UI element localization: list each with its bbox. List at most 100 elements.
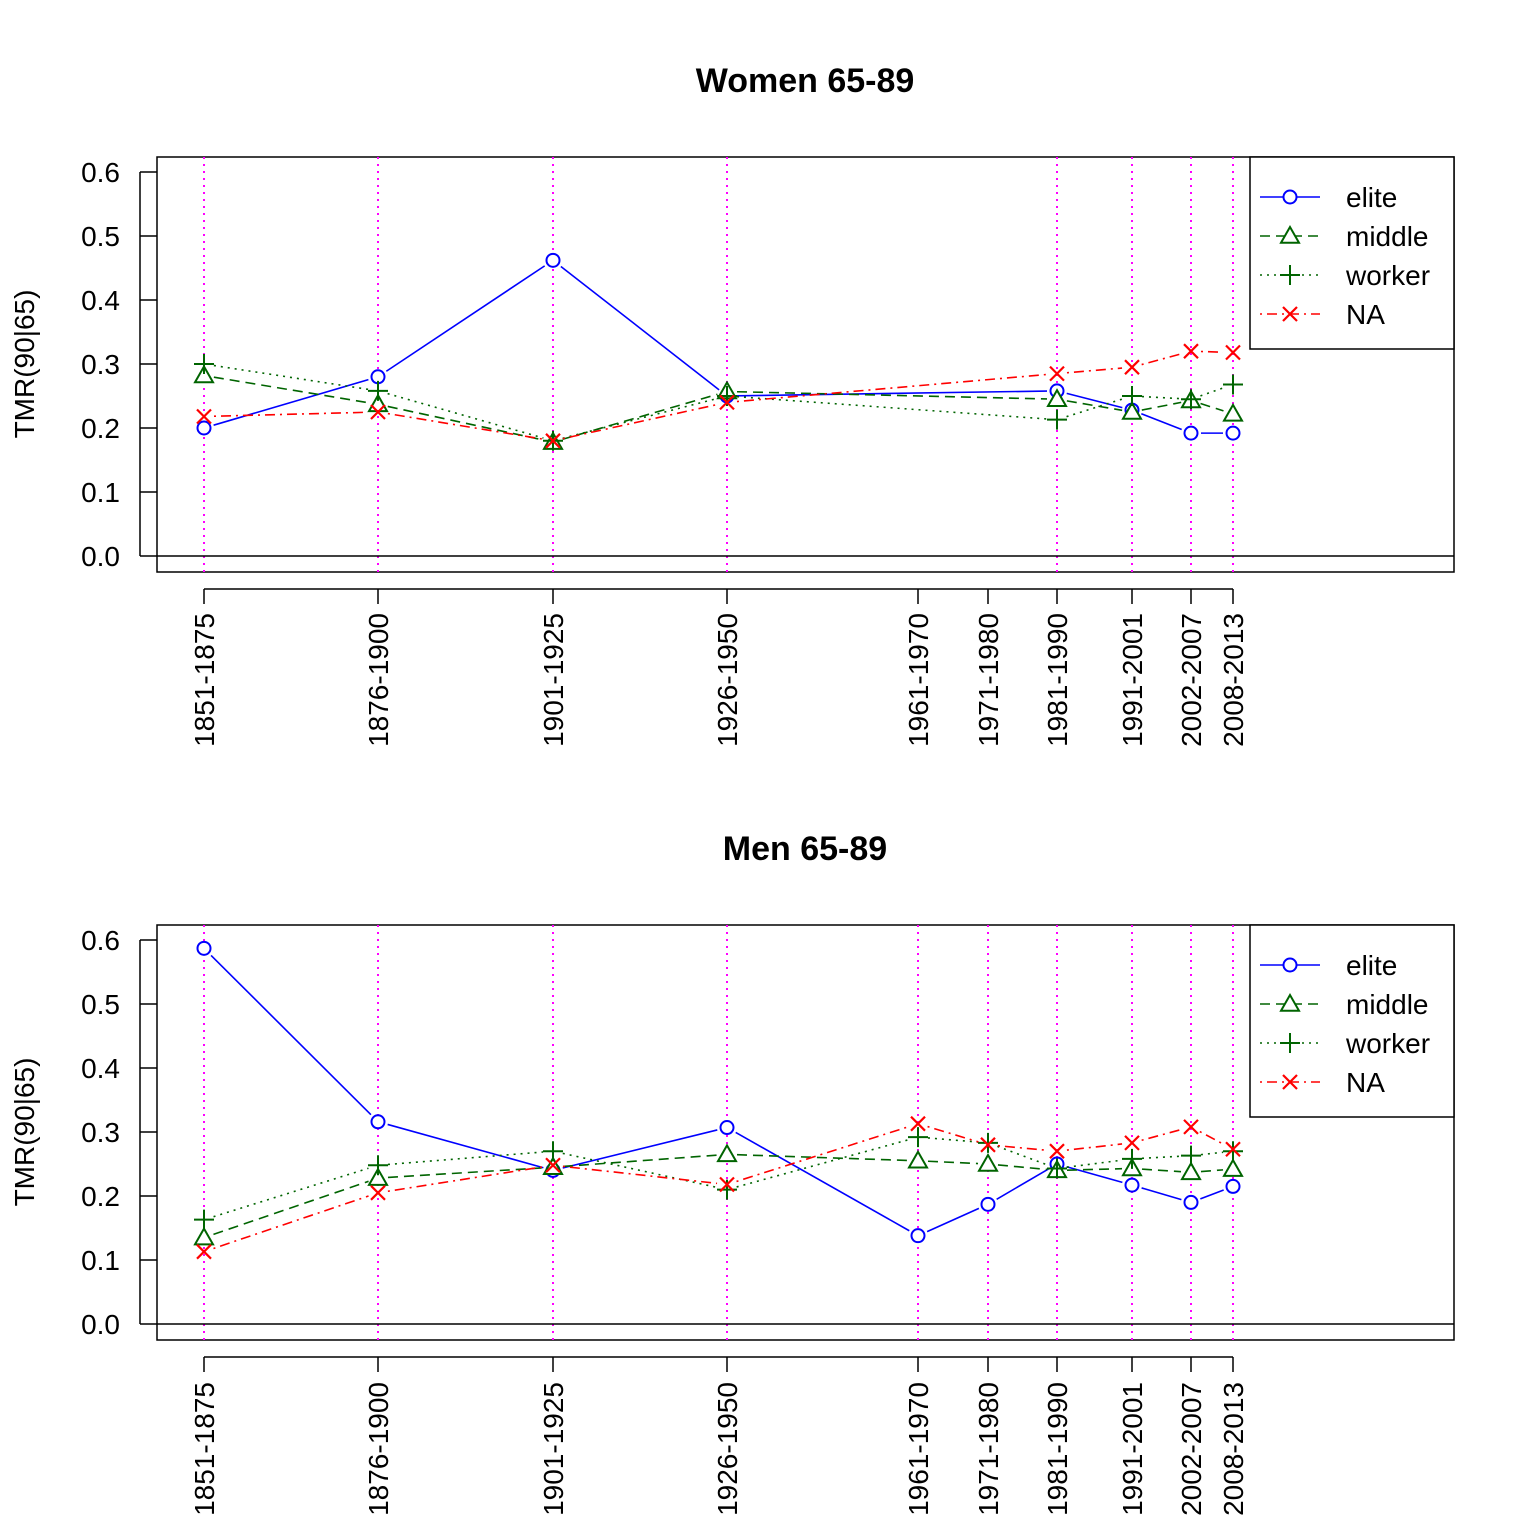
series-line-elite (562, 1129, 718, 1169)
series-line-worker (562, 397, 718, 440)
y-axis-label: TMR(90|65) (9, 1058, 40, 1207)
point-worker-1981-1990 (1047, 1158, 1067, 1179)
series-line-middle (213, 376, 369, 404)
y-tick-label: 0.2 (81, 413, 120, 444)
point-elite-1901-1925 (545, 252, 561, 268)
series-line-worker (387, 392, 544, 439)
series-line-middle (736, 1153, 909, 1162)
series-line-NA (213, 1195, 369, 1250)
y-tick-label: 0.1 (81, 1245, 120, 1276)
point-NA-2008-2013 (1225, 344, 1241, 361)
point-elite-2008-2013 (1225, 1178, 1241, 1194)
series-line-NA (213, 411, 369, 418)
legend-frame (1249, 924, 1455, 1118)
series-line-NA (1066, 367, 1123, 374)
point-NA-legend (1282, 1074, 1298, 1090)
series-line-NA (1066, 1143, 1123, 1151)
point-NA-1901-1925 (545, 433, 561, 449)
x-tick-label: 1926-1950 (712, 1382, 743, 1516)
series-line-NA (997, 1144, 1048, 1152)
series-line-elite (213, 378, 369, 426)
series-line-worker (736, 1138, 909, 1188)
series-line-elite (1200, 1189, 1224, 1200)
legend-label-elite: elite (1346, 950, 1397, 981)
point-NA-1926-1950 (719, 394, 735, 411)
series-line-NA (1199, 1130, 1225, 1146)
point-NA-legend (1282, 306, 1298, 322)
point-elite-legend (1282, 957, 1298, 973)
point-worker-1851-1875 (194, 354, 214, 374)
point-middle-2008-2013 (1222, 1158, 1244, 1177)
series-line-middle (562, 1154, 718, 1168)
series-line-elite (210, 954, 372, 1116)
point-NA-2008-2013 (1225, 1141, 1241, 1158)
point-worker-legend (1280, 1033, 1300, 1053)
point-NA-1876-1900 (370, 404, 386, 420)
x-tick-label: 1961-1970 (903, 613, 934, 747)
series-NA (196, 343, 1241, 449)
series-line-NA (736, 1125, 909, 1183)
chart-panel-2: Men 65-89 0.0 0.1 0.2 0.3 0.4 0.5 0.6 TMR(90|65)… (9, 830, 1455, 1516)
legend-label-middle: middle (1346, 221, 1428, 252)
point-middle-2002-2007 (1180, 1161, 1202, 1181)
point-worker-1981-1990 (1047, 409, 1067, 430)
point-elite-1926-1950 (719, 1120, 735, 1136)
series-line-elite (996, 1168, 1049, 1200)
x-tick-label: 1851-1875 (189, 613, 220, 747)
point-NA-1991-2001 (1124, 1135, 1140, 1151)
series-line-middle (1066, 400, 1123, 412)
point-elite-1961-1970 (910, 1228, 926, 1244)
x-tick-label: 2008-2013 (1218, 1382, 1249, 1516)
point-NA-1971-1980 (980, 1137, 996, 1153)
legend-label-middle: middle (1346, 989, 1428, 1020)
point-middle-1981-1990 (1046, 388, 1068, 407)
point-middle-1876-1900 (367, 1167, 389, 1186)
point-worker-1991-2001 (1122, 386, 1142, 406)
point-NA-1876-1900 (370, 1185, 386, 1201)
x-tick-label: 1971-1980 (973, 1382, 1004, 1516)
y-tick-label: 0.6 (81, 925, 120, 956)
chart-title: Women 65-89 (696, 62, 915, 100)
y-tick-label: 0.0 (81, 1309, 120, 1340)
point-worker-1991-2001 (1122, 1148, 1142, 1169)
series-line-NA (1200, 350, 1224, 353)
series-line-worker (1066, 398, 1123, 418)
series-line-middle (562, 393, 718, 441)
point-elite-2008-2013 (1225, 425, 1241, 441)
series-line-NA (927, 1125, 979, 1143)
point-elite-1971-1980 (980, 1196, 996, 1212)
point-worker-legend (1280, 265, 1300, 285)
series-line-NA (736, 373, 1048, 403)
point-elite-2002-2007 (1183, 425, 1199, 441)
point-middle-2008-2013 (1222, 402, 1244, 422)
point-middle-legend (1279, 992, 1301, 1012)
y-tick-label: 0.3 (81, 1117, 120, 1148)
point-middle-1851-1875 (193, 1226, 215, 1246)
y-tick-label: 0.1 (81, 477, 120, 508)
series-line-middle (1066, 1167, 1123, 1171)
y-tick-label: 0.2 (81, 1181, 120, 1212)
point-worker-1876-1900 (368, 380, 388, 401)
x-tick-label: 1926-1950 (712, 613, 743, 747)
point-elite-1991-2001 (1124, 1177, 1140, 1193)
series-line-middle (1200, 402, 1224, 412)
series-line-elite (385, 265, 546, 372)
x-tick-label: 1971-1980 (973, 613, 1004, 747)
x-tick-label: 1851-1875 (189, 1382, 220, 1516)
series-line-elite (560, 265, 720, 391)
x-tick-label: 1901-1925 (538, 613, 569, 747)
point-worker-2002-2007 (1181, 389, 1201, 410)
series-line-NA (387, 1166, 544, 1193)
series-line-elite (735, 1131, 910, 1232)
series-line-NA (562, 1165, 718, 1185)
y-tick-label: 0.5 (81, 221, 120, 252)
point-NA-2002-2007 (1183, 343, 1199, 359)
point-NA-2002-2007 (1183, 1119, 1199, 1135)
point-NA-1901-1925 (545, 1157, 561, 1174)
point-elite-1876-1900 (370, 1114, 386, 1130)
point-worker-1961-1970 (908, 1127, 928, 1148)
x-tick-label: 1961-1970 (903, 1382, 934, 1516)
series-line-elite (926, 1207, 980, 1233)
series-line-middle (1141, 1168, 1182, 1173)
legend-label-worker: worker (1345, 1028, 1430, 1059)
